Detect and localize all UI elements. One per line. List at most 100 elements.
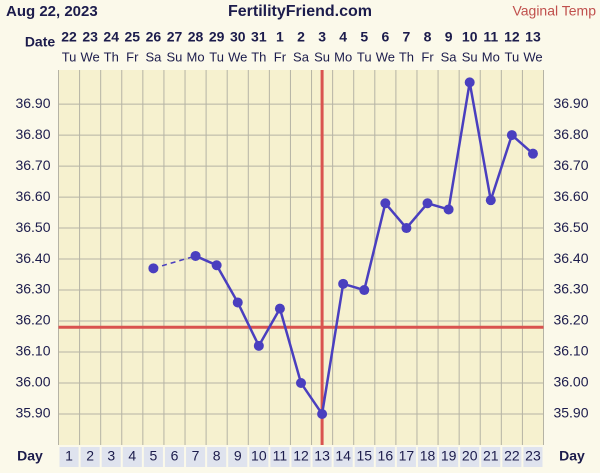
day-cell xyxy=(228,447,248,467)
day-cell xyxy=(312,447,332,467)
gap-connector xyxy=(153,255,196,270)
chart-date: Aug 22, 2023 xyxy=(6,3,98,20)
temp-point xyxy=(401,223,412,234)
temp-point xyxy=(464,77,475,88)
weekday-label: Th xyxy=(399,49,414,64)
date-label: 26 xyxy=(146,29,162,45)
date-label: 3 xyxy=(318,29,326,45)
weekday-label: Tu xyxy=(357,49,372,64)
day-cell xyxy=(80,447,100,467)
weekday-label: Fr xyxy=(274,49,287,64)
y-tick-label-right: 36.20 xyxy=(553,312,588,328)
day-label: Day xyxy=(17,448,43,464)
temp-point xyxy=(380,198,391,209)
weekday-label: Mo xyxy=(187,49,205,64)
weekday-label: Th xyxy=(251,49,266,64)
y-tick-label-right: 36.90 xyxy=(553,95,588,111)
y-tick-label: 36.90 xyxy=(15,95,50,111)
day-cell xyxy=(523,447,543,467)
weekday-label: Tu xyxy=(505,49,520,64)
date-label: 23 xyxy=(82,29,98,45)
day-cell xyxy=(186,447,206,467)
day-cell xyxy=(143,447,163,467)
weekday-label: Su xyxy=(167,49,183,64)
y-tick-label-right: 36.40 xyxy=(553,250,588,266)
temp-point xyxy=(443,204,454,215)
day-cell xyxy=(354,447,374,467)
day-number: 3 xyxy=(107,448,115,464)
date-label: 25 xyxy=(125,29,141,45)
date-label: 8 xyxy=(424,29,432,45)
day-number: 9 xyxy=(234,448,242,464)
weekday-label: We xyxy=(523,49,542,64)
day-cell xyxy=(291,447,311,467)
weekday-label: Fr xyxy=(421,49,434,64)
day-number: 19 xyxy=(441,448,457,464)
date-label: 4 xyxy=(339,29,347,45)
day-number: 16 xyxy=(378,448,394,464)
day-number: 12 xyxy=(293,448,309,464)
day-cell xyxy=(439,447,459,467)
temp-point xyxy=(190,250,201,261)
y-tick-label: 36.50 xyxy=(15,219,50,235)
day-number: 15 xyxy=(356,448,372,464)
weekday-label: Mo xyxy=(482,49,500,64)
date-label: 28 xyxy=(188,29,204,45)
day-cell xyxy=(59,447,79,467)
weekday-label: Fr xyxy=(126,49,139,64)
y-tick-label: 36.80 xyxy=(15,126,50,142)
day-cell xyxy=(481,447,501,467)
day-cell xyxy=(396,447,416,467)
day-cell xyxy=(164,447,185,467)
day-number: 21 xyxy=(483,448,499,464)
weekday-label: Sa xyxy=(293,49,310,64)
date-label: 22 xyxy=(61,29,77,45)
day-cell xyxy=(270,447,290,467)
date-label: 6 xyxy=(381,29,389,45)
weekday-label: We xyxy=(80,49,99,64)
temp-point xyxy=(359,285,370,296)
weekday-label: Th xyxy=(104,49,119,64)
day-label: Day xyxy=(559,448,585,464)
weekday-label: Su xyxy=(462,49,478,64)
y-tick-label-right: 35.90 xyxy=(553,405,588,421)
day-number: 17 xyxy=(399,448,415,464)
day-cell xyxy=(375,447,395,467)
temp-type: Vaginal Temp xyxy=(512,3,596,19)
temp-point xyxy=(232,297,243,308)
date-label: 24 xyxy=(103,29,119,45)
y-tick-label: 36.60 xyxy=(15,188,50,204)
day-cell xyxy=(417,447,438,467)
y-tick-label-right: 36.70 xyxy=(553,157,588,173)
temp-point xyxy=(211,260,222,271)
y-tick-label: 36.00 xyxy=(15,374,50,390)
date-label: 31 xyxy=(251,29,267,45)
day-number: 6 xyxy=(171,448,179,464)
day-number: 13 xyxy=(314,448,330,464)
date-label: 2 xyxy=(297,29,305,45)
date-label: 30 xyxy=(230,29,246,45)
y-tick-label: 36.30 xyxy=(15,281,50,297)
day-number: 4 xyxy=(128,448,136,464)
day-number: 11 xyxy=(273,448,288,464)
y-tick-label-right: 36.50 xyxy=(553,219,588,235)
day-number: 20 xyxy=(462,448,478,464)
temp-point xyxy=(338,278,349,289)
weekday-label: Su xyxy=(314,49,330,64)
date-label: 7 xyxy=(403,29,411,45)
temp-point xyxy=(296,378,306,389)
weekday-label: Sa xyxy=(145,49,162,64)
weekday-label: Tu xyxy=(209,49,224,64)
date-label: 12 xyxy=(504,29,520,45)
day-number: 5 xyxy=(149,448,157,464)
y-tick-label: 36.20 xyxy=(15,312,50,328)
date-label: 5 xyxy=(360,29,368,45)
y-tick-label-right: 36.30 xyxy=(553,281,588,297)
day-number: 22 xyxy=(504,448,520,464)
y-tick-label-right: 36.10 xyxy=(553,343,588,359)
y-tick-label: 35.90 xyxy=(15,405,50,421)
weekday-label: Tu xyxy=(62,49,77,64)
day-cell xyxy=(207,447,227,467)
day-cell xyxy=(460,447,480,467)
temp-point xyxy=(506,130,517,141)
